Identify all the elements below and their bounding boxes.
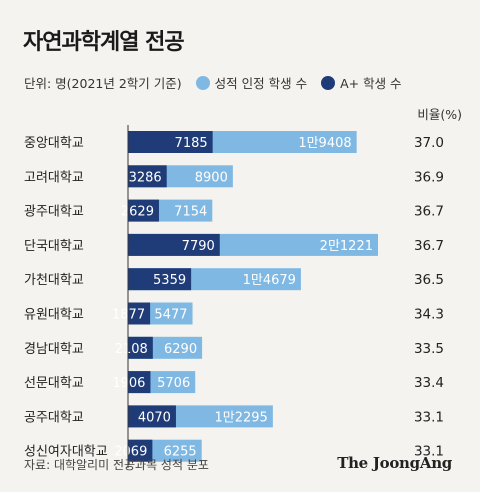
data-label-total: 7154 — [174, 205, 207, 220]
data-label-aplus: 1877 — [112, 308, 145, 323]
data-label-aplus: 7185 — [175, 136, 208, 151]
data-label-total: 8900 — [195, 170, 228, 185]
category-label: 경남대학교 — [24, 342, 84, 357]
legend-swatch-dark-icon — [321, 75, 336, 90]
bar-aplus — [128, 439, 153, 462]
ratio-header: 비율(%) — [417, 107, 462, 122]
legend-swatch-light-icon — [195, 75, 210, 90]
data-label-aplus: 1906 — [112, 376, 145, 391]
category-label: 가천대학교 — [24, 273, 84, 288]
ratio-value: 36.9 — [414, 169, 444, 185]
ratio-value: 36.7 — [414, 204, 444, 220]
bar-aplus — [128, 336, 153, 359]
category-label: 공주대학교 — [24, 410, 84, 425]
ratio-value: 34.3 — [414, 307, 444, 323]
category-label: 유원대학교 — [24, 308, 84, 323]
bar-aplus — [128, 371, 151, 394]
data-label-total: 1만2295 — [215, 410, 268, 425]
legend: 단위: 명(2021년 2학기 기준) 성적 인정 학생 수 A+ 학생 수 — [24, 73, 402, 92]
data-label-total: 5706 — [157, 376, 190, 391]
brand-logo: The JoongAng — [337, 454, 452, 472]
ratio-value: 36.5 — [414, 272, 444, 288]
bar-aplus — [128, 302, 151, 325]
category-label: 중앙대학교 — [24, 136, 84, 151]
ratio-value: 33.1 — [414, 444, 444, 460]
bar-aplus — [128, 131, 213, 153]
category-label: 고려대학교 — [24, 170, 84, 185]
category-label: 광주대학교 — [24, 205, 84, 220]
ratio-value: 33.5 — [414, 341, 444, 357]
ratio-value: 37.0 — [414, 135, 444, 151]
legend-label-light: 성적 인정 학생 수 — [214, 76, 308, 91]
data-label-total: 5477 — [154, 308, 187, 323]
bar-aplus — [128, 268, 192, 291]
bar-aplus — [128, 405, 176, 428]
data-label-aplus: 2108 — [115, 342, 148, 357]
data-label-total: 6255 — [164, 445, 197, 460]
ratio-value: 33.1 — [414, 409, 444, 425]
data-label-aplus: 2069 — [114, 445, 147, 460]
ratio-value: 33.4 — [414, 375, 444, 391]
bar-aplus — [128, 233, 220, 256]
data-label-total: 1만9408 — [298, 136, 351, 151]
data-label-total: 1만4679 — [243, 273, 296, 288]
ratio-value: 36.7 — [414, 238, 444, 254]
bar-aplus — [128, 165, 167, 188]
source-note: 자료: 대학알리미 전공과목 성적 분포 — [24, 458, 209, 472]
category-label: 성신여자대학교 — [24, 445, 108, 460]
data-label-aplus: 2629 — [121, 205, 154, 220]
category-label: 선문대학교 — [24, 376, 84, 391]
data-label-total: 2만1221 — [320, 239, 373, 254]
data-label-aplus: 7790 — [182, 239, 215, 254]
data-label-total: 6290 — [164, 342, 197, 357]
data-label-aplus: 4070 — [138, 410, 171, 425]
legend-label-dark: A+ 학생 수 — [340, 76, 402, 91]
data-label-aplus: 3286 — [129, 170, 162, 185]
data-label-aplus: 5359 — [153, 273, 186, 288]
unit-note: 단위: 명(2021년 2학기 기준) — [24, 76, 182, 91]
chart-title: 자연과학계열 전공 — [23, 30, 185, 55]
bar-aplus — [128, 199, 159, 222]
category-label: 단국대학교 — [24, 239, 84, 254]
